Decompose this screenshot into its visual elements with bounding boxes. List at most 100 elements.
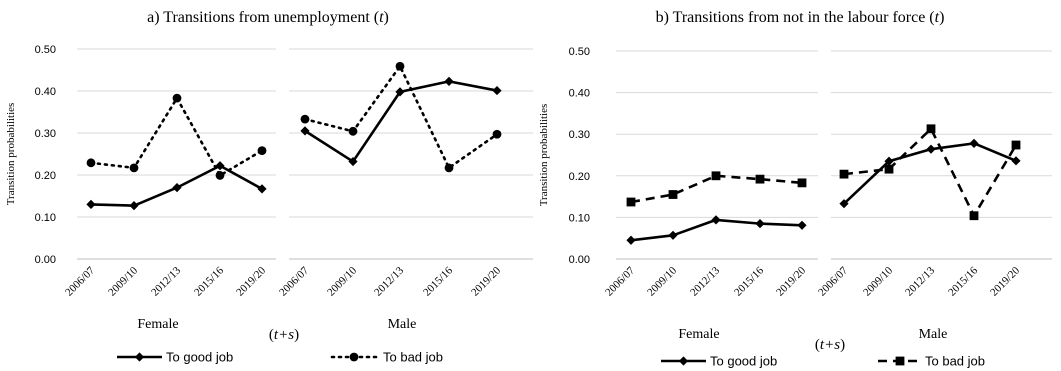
y-tick-label: 0.40	[35, 86, 56, 98]
legend-label: To good job	[710, 354, 777, 369]
data-point	[215, 161, 225, 171]
x-tick-label: 2015/16	[421, 264, 455, 298]
data-point	[348, 126, 358, 136]
data-point	[711, 215, 721, 225]
data-point	[755, 174, 765, 184]
y-tick-label: 0.10	[35, 212, 56, 224]
x-center-label-prefix: (	[815, 337, 820, 353]
data-point	[926, 144, 936, 154]
data-point	[444, 76, 454, 86]
data-point	[969, 211, 979, 221]
data-point	[492, 129, 502, 139]
legend-label: To good job	[166, 350, 233, 365]
group-label: Female	[678, 327, 719, 342]
data-point	[492, 85, 502, 96]
data-point	[348, 156, 358, 167]
x-center-label-var: t+s	[274, 327, 294, 343]
series-line-bad-job	[843, 127, 1018, 218]
y-tick-label: 0.30	[35, 128, 56, 140]
panel-title: b) Transitions from not in the labour fo…	[656, 9, 945, 26]
x-tick-label: 2019/20	[988, 264, 1022, 298]
panel-title-prefix: a) Transitions from unemployment (	[147, 9, 379, 26]
group-male: 2006/07 2009/10 2012/13 2015/16 2019/20	[277, 48, 533, 299]
panel-b-chart: b) Transitions from not in the labour fo…	[538, 9, 1052, 369]
data-point	[172, 93, 182, 103]
x-tick-label: 2019/20	[774, 264, 808, 298]
data-point	[711, 171, 721, 181]
x-center-label-suffix: )	[294, 327, 299, 343]
data-point	[797, 220, 807, 230]
legend-label: To bad job	[925, 354, 985, 369]
x-tick-label: 2009/10	[325, 264, 359, 298]
panel-title-prefix: b) Transitions from not in the labour fo…	[656, 9, 935, 26]
group-label: Female	[137, 317, 178, 332]
data-point	[668, 230, 678, 240]
y-tick-label: 0.00	[569, 254, 590, 266]
data-point	[1011, 156, 1021, 166]
group-female: 2006/07 2009/10 2012/13 2015/16 2019/20	[63, 48, 276, 299]
series-line-bad-job	[303, 64, 499, 170]
data-point	[926, 124, 936, 134]
data-point	[129, 163, 139, 173]
x-center-label: (t+s)	[269, 327, 299, 343]
data-point	[1011, 140, 1021, 150]
legend-entry: To good job	[661, 354, 777, 369]
series-line-bad-job	[89, 96, 264, 177]
legend-marker	[678, 356, 689, 366]
legend-marker	[134, 352, 145, 362]
y-tick-label: 0.10	[569, 212, 590, 224]
data-point	[86, 199, 96, 209]
x-center-label-var: t+s	[820, 337, 840, 353]
x-center-label-suffix: )	[840, 337, 845, 353]
x-tick-label: 2015/16	[732, 264, 766, 298]
data-point	[172, 183, 182, 193]
y-tick-label: 0.20	[569, 171, 590, 183]
x-tick-label: 2009/10	[106, 264, 140, 298]
y-tick-label: 0.00	[35, 254, 56, 266]
group-label: Male	[919, 327, 948, 342]
x-center-label: (t+s)	[815, 337, 845, 353]
y-axis-label: Transition probabilities	[538, 104, 550, 207]
y-tick-label: 0.30	[569, 129, 590, 141]
legend-marker	[349, 352, 359, 362]
group-male: 2006/07 2009/10 2012/13 2015/16 2019/20	[816, 50, 1052, 299]
data-point	[395, 87, 405, 97]
data-point	[86, 158, 96, 168]
data-point	[668, 190, 678, 199]
panel-title: a) Transitions from unemployment (t)	[147, 9, 389, 26]
y-tick-label: 0.40	[569, 88, 590, 100]
data-point	[839, 199, 849, 209]
data-point	[257, 184, 267, 194]
x-tick-label: 2019/20	[469, 264, 503, 298]
panel-a-chart: a) Transitions from unemployment (t) Tran…	[5, 9, 533, 365]
legend-marker	[895, 356, 905, 366]
data-point	[129, 201, 139, 211]
panel-title-suffix: )	[384, 9, 389, 26]
x-center-label-prefix: (	[269, 327, 274, 343]
data-point	[884, 156, 894, 166]
data-point	[797, 178, 807, 188]
data-point	[626, 197, 636, 207]
x-tick-label: 2006/07	[277, 264, 311, 298]
data-point	[257, 146, 267, 156]
y-tick-label: 0.50	[569, 46, 590, 58]
data-point	[839, 169, 849, 179]
x-tick-label: 2006/07	[816, 264, 850, 298]
legend-entry: To bad job	[878, 354, 985, 369]
x-tick-label: 2019/20	[234, 264, 268, 298]
y-tick-label: 0.20	[35, 170, 56, 182]
data-point	[300, 114, 310, 124]
data-point	[969, 138, 979, 148]
data-point	[215, 171, 225, 180]
x-tick-label: 2012/13	[149, 264, 183, 298]
legend-entry: To bad job	[330, 350, 443, 365]
y-axis-label: Transition probabilities	[5, 103, 17, 206]
panel-title-var: t	[379, 9, 384, 26]
legend-entry: To good job	[117, 350, 233, 365]
y-tick-label: 0.50	[35, 44, 56, 56]
panel-title-suffix: )	[939, 9, 944, 26]
x-tick-label: 2015/16	[192, 264, 226, 298]
x-tick-label: 2009/10	[861, 264, 895, 298]
legend-label: To bad job	[383, 350, 443, 365]
x-tick-label: 2015/16	[946, 264, 980, 298]
